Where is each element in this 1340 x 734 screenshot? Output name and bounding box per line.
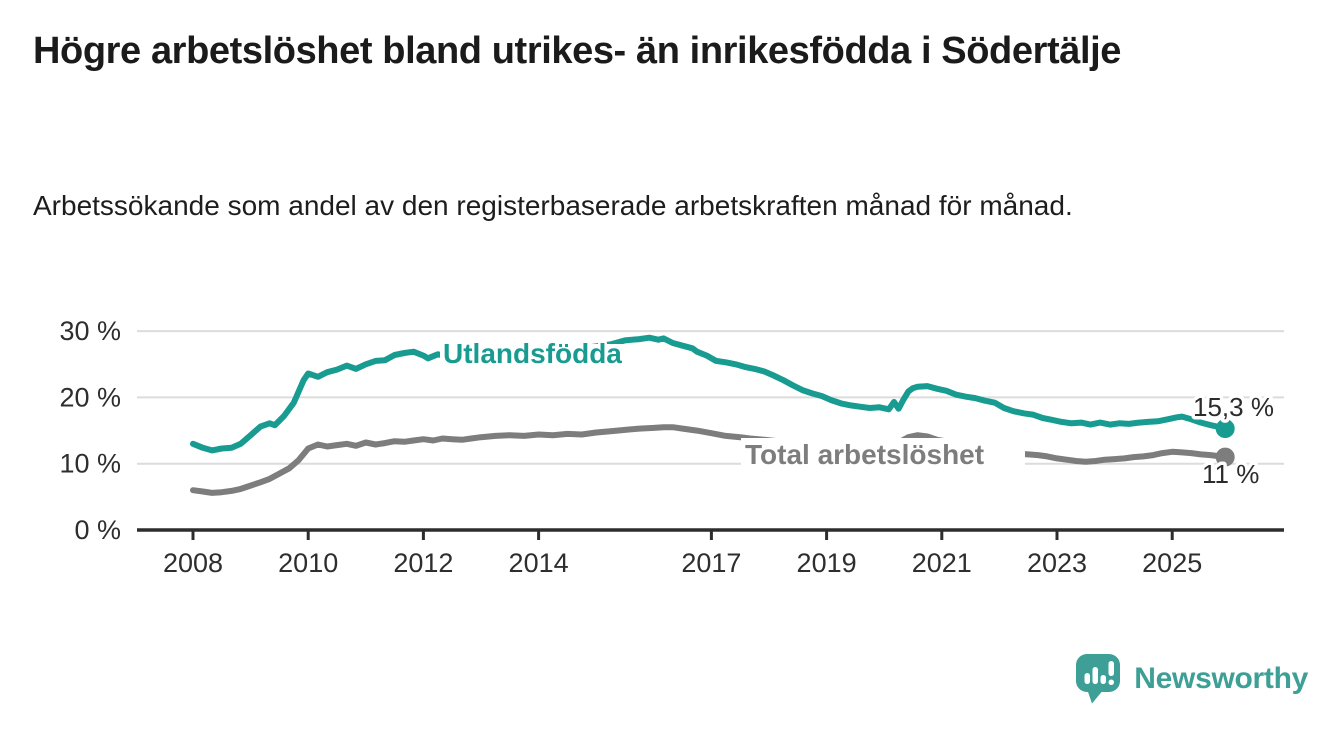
newsworthy-logo: Newsworthy	[1075, 653, 1308, 704]
x-tick-label: 2012	[393, 548, 453, 578]
newsworthy-logo-icon	[1076, 654, 1121, 704]
x-tick-label: 2008	[163, 548, 223, 578]
x-tick-label: 2025	[1142, 548, 1202, 578]
y-tick-label: 30 %	[59, 316, 121, 346]
x-tick-label: 2017	[681, 548, 741, 578]
y-tick-label: 0 %	[74, 515, 121, 545]
line-chart: 0 % 10 % 20 % 30 % 2008 2010 2012 2014 2017 2019 2…	[59, 316, 1284, 578]
end-value-label-total-arbetsloshet: 11 %	[1202, 459, 1259, 489]
series-line-total-arbetsloshet	[190, 424, 1229, 496]
x-tick-label: 2014	[509, 548, 569, 578]
end-value-label-utlandsfodda: 15,3 %	[1193, 392, 1274, 422]
series-label-total-arbetsloshet: Total arbetslöshet	[745, 439, 984, 470]
end-dot-total-arbetsloshet	[1215, 447, 1235, 467]
x-tick-label: 2021	[912, 548, 972, 578]
page-subtitle: Arbetssökande som andel av den registerb…	[33, 190, 1073, 221]
series-line-utlandsfodda	[190, 334, 1229, 454]
page-title: Högre arbetslöshet bland utrikes- än inr…	[33, 30, 1122, 72]
series-label-halo-utlandsfodda	[440, 344, 646, 371]
x-tick-label: 2023	[1027, 548, 1087, 578]
y-tick-label: 10 %	[59, 449, 121, 479]
series-label-utlandsfodda: Utlandsfödda	[443, 338, 622, 369]
end-dot-utlandsfodda	[1215, 419, 1235, 439]
series-label-halo-total-arbetsloshet	[741, 438, 1025, 471]
newsworthy-wordmark: Newsworthy	[1134, 661, 1308, 695]
y-tick-label: 20 %	[59, 382, 121, 412]
x-tick-label: 2019	[797, 548, 857, 578]
x-tick-label: 2010	[278, 548, 338, 578]
